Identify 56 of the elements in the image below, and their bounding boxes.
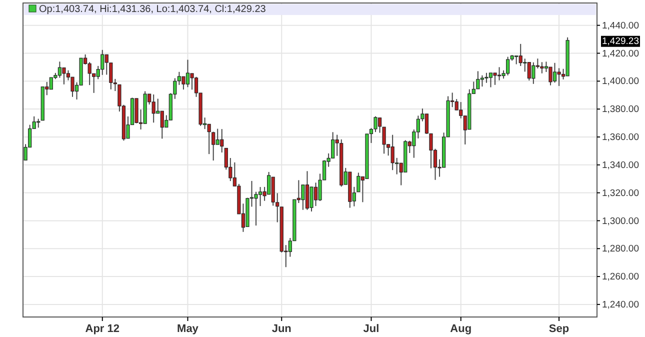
- y-tick-label: 1,260.00: [602, 272, 639, 283]
- x-tick-label: Aug: [450, 322, 472, 335]
- candlestick: [476, 70, 480, 90]
- candlestick: [382, 126, 386, 154]
- candlestick: [190, 72, 194, 90]
- candlestick: [390, 134, 394, 171]
- y-tick-label: 1,320.00: [602, 188, 639, 199]
- candlestick: [212, 131, 216, 162]
- candlestick: [548, 66, 552, 86]
- candlestick: [258, 186, 262, 207]
- candlestick: [92, 73, 96, 94]
- y-tick-label: 1,240.00: [602, 299, 639, 310]
- y-tick-label: 1,440.00: [602, 20, 639, 32]
- candlestick: [314, 182, 318, 207]
- candlestick: [484, 72, 488, 84]
- x-tick-label: Jun: [272, 322, 292, 335]
- candlestick: [424, 113, 429, 134]
- x-tick-label: Apr 12: [85, 322, 120, 335]
- text: 1,429.23: [602, 36, 639, 47]
- candlestick: [301, 184, 305, 210]
- y-tick-label: 1,380.00: [602, 104, 639, 116]
- candlestick: [186, 59, 190, 88]
- x-tick-label: May: [177, 322, 200, 335]
- candlestick: [552, 62, 557, 84]
- candlestick: [254, 191, 258, 226]
- candlestick: [310, 186, 314, 212]
- candlestick: [70, 76, 74, 98]
- candlestick: [557, 68, 561, 86]
- candlestick: [488, 72, 493, 88]
- candlestick: [88, 62, 92, 86]
- y-tick-label: 1,280.00: [602, 244, 639, 255]
- x-tick-label: Jul: [363, 322, 380, 335]
- candlestick: [305, 170, 310, 210]
- candlestick: [493, 72, 497, 86]
- candlestick: [429, 133, 433, 169]
- candlestick: [62, 67, 66, 85]
- candlestick: [152, 94, 156, 124]
- y-tick-label: 1,300.00: [602, 216, 639, 227]
- y-tick-label: 1,340.00: [602, 160, 639, 171]
- candlestick: [182, 76, 186, 90]
- candlestick: [160, 110, 164, 140]
- candlestick: [518, 43, 522, 66]
- candlestick: [207, 124, 211, 155]
- y-tick-label: 1,360.00: [602, 132, 639, 144]
- candlestick: [540, 62, 544, 74]
- candlestick: [100, 49, 104, 76]
- candlestick: [374, 116, 378, 133]
- y-tick-label: 1,400.00: [602, 76, 639, 88]
- candlestick: [497, 66, 502, 81]
- annotation: Op:1,403.74, Hi:1,431.36, Lo:1,403.74, Cl:1,429.23: [39, 4, 266, 15]
- candlestick: [527, 62, 531, 81]
- candlestick: [220, 128, 224, 153]
- x-tick-label: Sep: [548, 322, 570, 335]
- candlestick: [532, 62, 536, 84]
- y-tick-label: 1,420.00: [602, 48, 639, 60]
- candlestick: [216, 128, 220, 146]
